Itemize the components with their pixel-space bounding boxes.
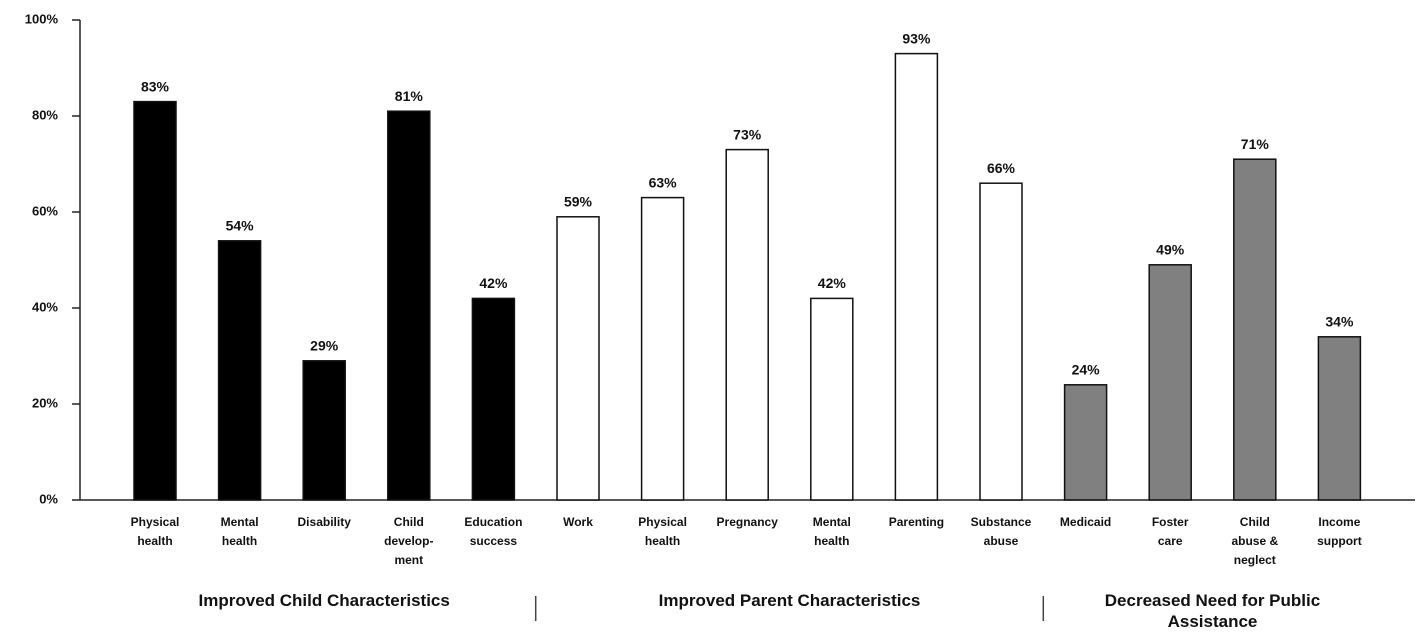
x-tick-label: Education: [464, 515, 522, 529]
x-tick-label: neglect: [1234, 553, 1276, 567]
x-tick-label: Child: [394, 515, 424, 529]
bar: [1233, 158, 1277, 501]
value-label: 24%: [1072, 362, 1101, 378]
x-tick-label: Foster: [1152, 515, 1189, 529]
value-label: 34%: [1325, 314, 1354, 330]
group-label: Decreased Need for Public Assistance: [1104, 591, 1321, 631]
value-label: 59%: [564, 194, 593, 210]
bar: [810, 297, 854, 501]
value-label: 54%: [226, 218, 255, 234]
bar: [725, 148, 769, 501]
x-tick-label: Physical: [638, 515, 687, 529]
group-label: Improved Child Characteristics: [198, 591, 450, 610]
x-tick-label: health: [645, 534, 680, 548]
bar: [640, 196, 685, 501]
bar: [133, 100, 177, 501]
x-tick-label: Work: [563, 515, 593, 529]
value-label: 63%: [649, 174, 678, 190]
x-tick-label: abuse: [984, 534, 1019, 548]
value-label: 83%: [141, 78, 170, 94]
bar: [471, 297, 516, 501]
value-label: 93%: [902, 30, 931, 46]
x-tick-label: Parenting: [889, 515, 944, 529]
x-tick-label: abuse &: [1231, 534, 1278, 548]
y-tick-label: 40%: [32, 299, 58, 314]
y-tick-label: 80%: [32, 107, 58, 122]
value-label: 81%: [395, 88, 424, 104]
bar: [217, 240, 262, 501]
x-tick-label: Mental: [221, 515, 259, 529]
x-tick-label: Disability: [298, 515, 352, 529]
x-tick-label: ment: [394, 553, 423, 567]
x-tick-label: health: [222, 534, 257, 548]
x-tick-label: health: [137, 534, 172, 548]
x-tick-label: Physical: [131, 515, 180, 529]
x-tick-label: Substance: [971, 515, 1032, 529]
bar: [894, 52, 939, 501]
x-tick-label: health: [814, 534, 849, 548]
bar: [979, 182, 1023, 501]
bar: [1317, 336, 1362, 501]
value-label: 42%: [818, 275, 847, 291]
value-label: 71%: [1241, 136, 1270, 152]
value-label: 66%: [987, 160, 1016, 176]
x-tick-label: support: [1317, 534, 1362, 548]
x-tick-label: success: [470, 534, 518, 548]
y-tick-label: 100%: [25, 11, 59, 26]
bar: [302, 360, 346, 501]
bar: [556, 216, 600, 501]
bar: [1063, 384, 1108, 501]
x-tick-label: Mental: [813, 515, 851, 529]
x-tick-label: Medicaid: [1060, 515, 1111, 529]
value-label: 29%: [310, 338, 339, 354]
y-tick-label: 0%: [39, 491, 58, 506]
bar: [387, 110, 431, 501]
x-tick-label: Income: [1318, 515, 1360, 529]
group-label: Improved Parent Characteristics: [658, 591, 921, 610]
x-tick-label: develop-: [384, 534, 433, 548]
x-tick-label: Child: [1240, 515, 1270, 529]
value-label: 42%: [479, 275, 508, 291]
x-tick-label: care: [1158, 534, 1183, 548]
value-label: 49%: [1156, 242, 1185, 258]
value-label: 73%: [733, 126, 762, 142]
y-tick-label: 20%: [32, 395, 58, 410]
x-tick-label: Pregnancy: [717, 515, 779, 529]
y-tick-label: 60%: [32, 203, 58, 218]
bar: [1148, 264, 1192, 501]
